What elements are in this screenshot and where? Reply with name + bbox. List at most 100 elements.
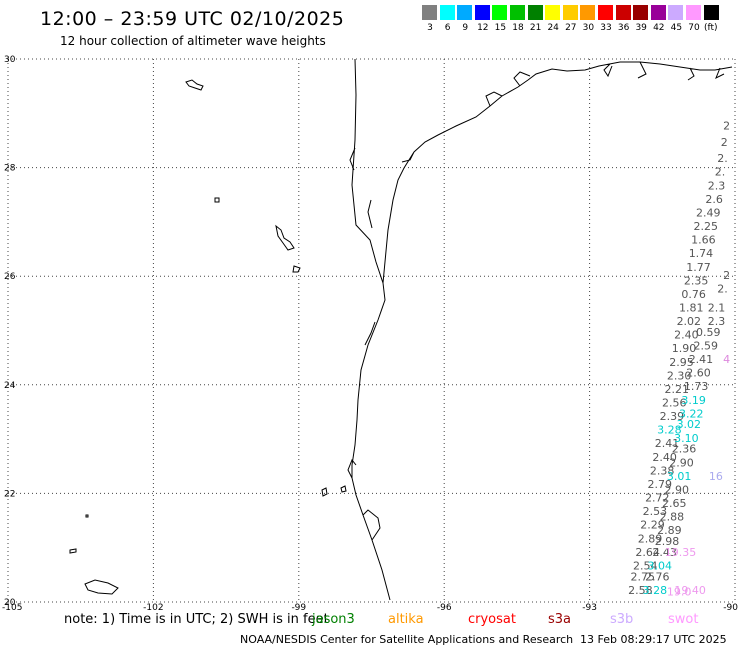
wave-height-reading: 2.41 — [655, 437, 680, 450]
map-subtitle: 12 hour collection of altimeter wave hei… — [60, 34, 326, 48]
legend-swatch — [510, 5, 525, 20]
wave-height-reading: 3.02 — [677, 418, 702, 431]
wave-height-reading: 2.39 — [660, 410, 685, 423]
island-cedros — [214, 197, 220, 203]
wave-height-reading: 2.29 — [640, 519, 665, 532]
island-small-3 — [321, 487, 328, 497]
legend-tick-label: 24 — [547, 23, 559, 33]
map-title: 12:00 – 23:59 UTC 02/10/2025 — [40, 8, 345, 30]
wave-height-reading: 1.73 — [684, 380, 709, 393]
legend-swatch — [457, 5, 473, 20]
wave-height-reading: 19.35 — [665, 546, 697, 559]
credit-line: NOAA/NESDIS Center for Satellite Applica… — [240, 633, 574, 646]
wave-height-reading: 2.89 — [638, 532, 663, 545]
wave-height-reading: 2.21 — [664, 383, 689, 396]
wave-height-reading: 16 — [709, 470, 723, 483]
satellite-label-swot: swot — [668, 612, 699, 627]
legend-unit: (ft) — [704, 23, 718, 33]
legend-tick-label: 42 — [653, 23, 665, 33]
wave-height-reading: 2.75 — [631, 570, 656, 583]
generated-timestamp: 13 Feb 08:29:17 UTC 2025 — [580, 633, 727, 646]
latitude-tick-label: 28 — [4, 164, 16, 174]
legend-tick-label: 21 — [529, 23, 542, 33]
wave-height-reading: 2. — [715, 166, 726, 179]
legend-tick-label: 3 — [427, 23, 433, 33]
wave-height-reading: 3.28 — [657, 424, 682, 437]
coastline-mainland — [347, 58, 733, 601]
wave-height-reading: 2.53 — [643, 505, 668, 518]
wave-height-reading: 3.19 — [681, 394, 706, 407]
legend-tick-label: 30 — [582, 23, 595, 33]
legend-tick-label: 45 — [670, 23, 683, 33]
wave-height-reading: 2.89 — [657, 524, 682, 537]
wave-height-reading: 1.81 — [679, 301, 704, 314]
legend-swatch — [562, 5, 578, 20]
legend-swatch — [703, 5, 719, 20]
footer-note: note: 1) Time is in UTC; 2) SWH is in fe… — [64, 612, 329, 627]
wave-height-reading: 2.98 — [655, 535, 680, 548]
island-guadalupe — [185, 79, 204, 91]
latitude-tick-label: 24 — [4, 381, 16, 391]
island-small-1 — [69, 548, 77, 554]
lat-lon-grid — [7, 58, 736, 603]
latitude-tick-label: 20 — [4, 598, 16, 608]
legend-tick-label: 12 — [477, 23, 489, 33]
wave-height-reading: 2.88 — [660, 511, 685, 524]
longitude-tick-label: -99 — [291, 603, 306, 613]
longitude-tick-label: -105 — [2, 603, 22, 613]
longitude-tick-label: -93 — [582, 603, 597, 613]
wave-height-reading: 2.90 — [664, 483, 689, 496]
wave-height-reading: 2.25 — [694, 220, 719, 233]
island-small-4 — [340, 485, 347, 493]
wave-height-reading: 2.76 — [645, 570, 670, 583]
wave-height-reading: 2.64 — [635, 546, 660, 559]
island-bay-1 — [275, 224, 295, 251]
wave-height-reading: 2.79 — [647, 478, 672, 491]
wave-height-reading: 2.36 — [672, 443, 697, 456]
wave-height-reading: 2 — [721, 136, 728, 149]
wave-height-reading: 19.0 — [667, 585, 692, 598]
legend-tick-label: 70 — [688, 23, 700, 33]
wave-height-reading: 2. — [717, 282, 728, 295]
latitude-tick-label: 26 — [4, 272, 16, 282]
wave-height-reading: 2.1 — [708, 301, 726, 314]
legend-swatch — [492, 5, 508, 20]
wave-height-reading: 1.90 — [672, 342, 697, 355]
longitude-tick-label: -102 — [143, 603, 163, 613]
wave-height-reading: 3.22 — [679, 407, 704, 420]
legend-swatch — [545, 5, 561, 20]
wave-height-reading: 2.59 — [694, 340, 719, 353]
wave-height-reading: 2.3 — [708, 179, 726, 192]
wave-height-reading: 2 — [723, 120, 730, 133]
legend-swatch — [615, 5, 631, 20]
legend-swatch — [633, 5, 649, 20]
wave-height-reading: 2.65 — [662, 497, 687, 510]
wave-height-reading: 1.77 — [686, 261, 711, 274]
legend-tick-label: 9 — [462, 23, 469, 33]
legend-swatch — [580, 5, 596, 20]
legend-tick-label: 15 — [494, 23, 507, 33]
wave-height-reading: 2.38 — [650, 464, 675, 477]
legend-swatch — [686, 5, 701, 20]
wave-height-reading: 3.04 — [647, 559, 672, 572]
wave-height-reading: 2.54 — [633, 559, 658, 572]
satellite-label-jason3: jason3 — [312, 612, 355, 627]
wave-height-reading: 2 — [723, 269, 730, 282]
island-bay-2 — [292, 265, 301, 273]
wave-height-reading: 19.40 — [674, 584, 706, 597]
wave-height-reading: 3.01 — [667, 470, 692, 483]
latitude-tick-label: 22 — [4, 489, 15, 499]
satellite-label-s3a: s3a — [548, 612, 572, 627]
wave-height-reading: 2.49 — [696, 206, 721, 219]
wave-height-reading: 2.90 — [669, 456, 694, 469]
wave-height-reading: 2.95 — [669, 356, 694, 369]
wave-height-reading: 2.43 — [652, 546, 677, 559]
wave-height-reading: 2. — [717, 152, 728, 165]
legend-tick-label: 39 — [635, 23, 647, 33]
wave-height-reading: 3.10 — [674, 432, 699, 445]
satellite-label-s3b: s3b — [610, 612, 634, 627]
legend-tick-label: 33 — [600, 23, 612, 33]
longitude-tick-label: -96 — [437, 603, 452, 613]
